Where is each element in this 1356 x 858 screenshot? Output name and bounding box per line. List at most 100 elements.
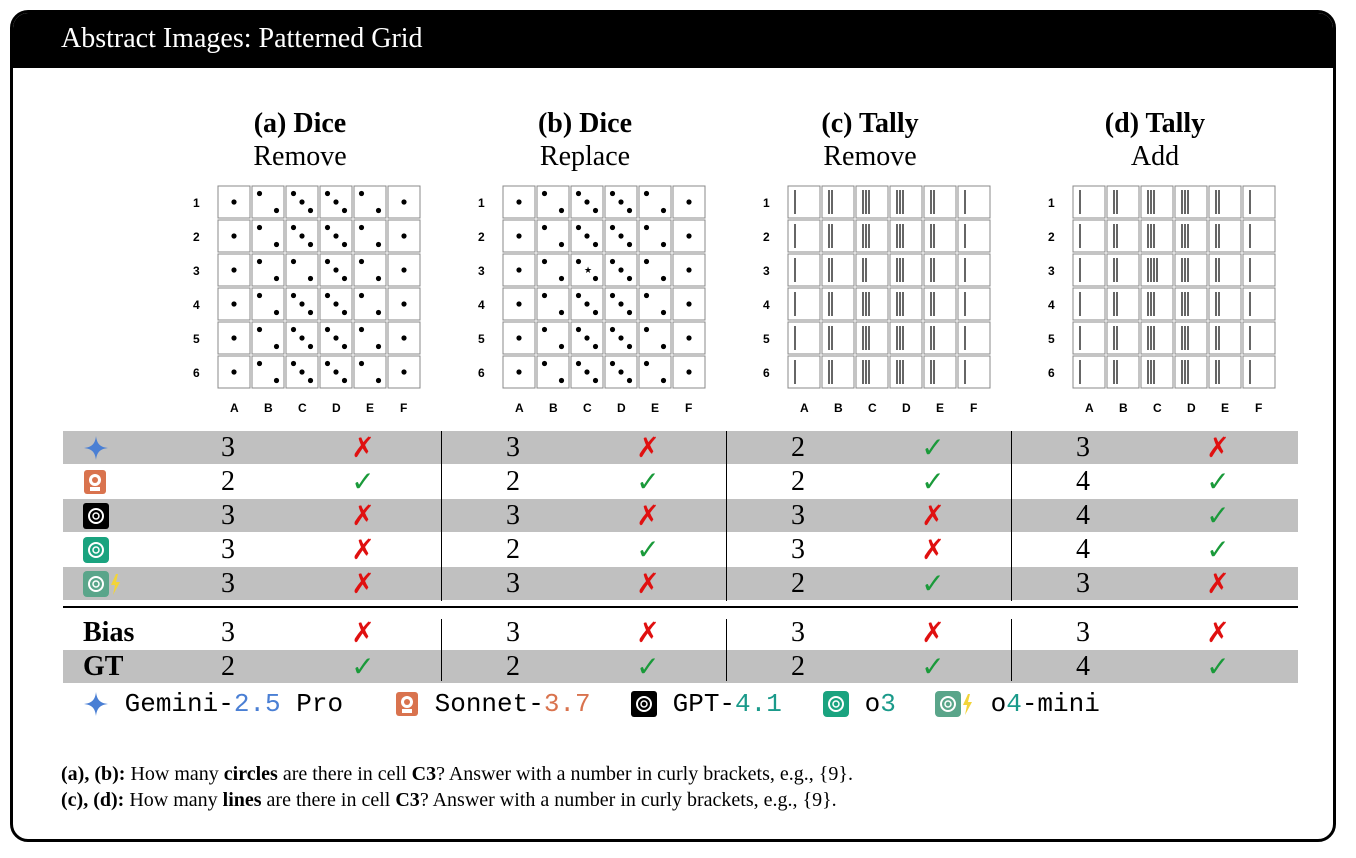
grid-cell [923, 321, 957, 355]
dice-dot [256, 224, 263, 231]
grid-cell [251, 219, 285, 253]
grid-cell [855, 355, 889, 389]
dice-dot [299, 199, 305, 205]
grid-cell [1174, 185, 1208, 219]
dice-dot [592, 241, 599, 248]
dice-dot [575, 190, 582, 197]
answer-value: 2 [791, 432, 805, 463]
grid-cell [855, 321, 889, 355]
answer-value: 3 [221, 432, 235, 463]
grid-cell [923, 253, 957, 287]
dice-dot [558, 207, 565, 214]
dice-dot [686, 301, 692, 307]
dice-dot [541, 258, 548, 265]
answer-value: 2 [791, 568, 805, 599]
dice-dot [541, 360, 548, 367]
dice-dot [290, 292, 297, 299]
row-label: 3 [193, 264, 200, 278]
grid-cell [855, 253, 889, 287]
dice-dot [618, 369, 624, 375]
col-label: A [800, 401, 809, 415]
grid-cell [353, 185, 387, 219]
grid-cell [889, 253, 923, 287]
column-divider [441, 619, 442, 681]
dice-dot [626, 207, 633, 214]
dice-dot [558, 275, 565, 282]
grid-cell [1208, 185, 1242, 219]
answer-value: 3 [791, 500, 805, 531]
legend-gemini: Gemini-2.5 Pro [83, 688, 343, 720]
dice-dot [401, 335, 407, 341]
grid-cell [787, 321, 821, 355]
check-icon: ✓ [921, 431, 945, 464]
grid-cell [251, 287, 285, 321]
col-label: A [1085, 401, 1094, 415]
dice-dot [256, 258, 263, 265]
column-divider [726, 431, 727, 601]
panel-c-subtitle: Remove [823, 141, 917, 172]
dice-dot [324, 292, 331, 299]
grid-cell [889, 287, 923, 321]
check-icon: ✓ [921, 465, 945, 498]
dice-dot [358, 258, 365, 265]
dice-dot [686, 199, 692, 205]
check-icon: ✓ [636, 465, 660, 498]
dice-dot [375, 309, 382, 316]
dice-dot [609, 326, 616, 333]
row-label: 4 [763, 298, 770, 312]
dice-dot [299, 233, 305, 239]
question-tally: (c), (d): How many lines are there in ce… [61, 789, 837, 811]
answer-value: 3 [221, 534, 235, 565]
answer-value: 3 [791, 617, 805, 648]
dice-dot [660, 343, 667, 350]
answer-value: 3 [221, 617, 235, 648]
dice-dot [299, 335, 305, 341]
grid-cell [957, 321, 991, 355]
cross-icon: ✗ [351, 567, 375, 600]
dice-dot [333, 369, 339, 375]
grid-cell [1072, 355, 1106, 389]
answer-value: 3 [791, 534, 805, 565]
dice-dot [626, 309, 633, 316]
question-dice: (a), (b): How many circles are there in … [61, 763, 853, 785]
col-label: F [970, 401, 977, 415]
grid-cell [353, 355, 387, 389]
dice-dot [618, 199, 624, 205]
column-divider [726, 619, 727, 681]
dice-dot [584, 233, 590, 239]
dice-dot [609, 258, 616, 265]
panel-grids: 1 2 3 4 5 6 A B C D E F 1 2 3 4 5 6 A B C D E F ★ 1 2 3 4 5 6 A B C D E F 1 2 3… [193, 185, 1276, 415]
grid-cell [1242, 253, 1276, 287]
grid-cell [353, 321, 387, 355]
grid-cell [1106, 219, 1140, 253]
dice-dot [299, 369, 305, 375]
cross-icon: ✗ [636, 431, 660, 464]
panel-c-title: (c) Tally [821, 108, 919, 139]
dice-dot [333, 233, 339, 239]
col-label: E [366, 401, 374, 415]
dice-dot [626, 343, 633, 350]
dice-dot [643, 360, 650, 367]
dice-dot [660, 309, 667, 316]
dice-dot [375, 377, 382, 384]
grid-cell [957, 185, 991, 219]
grid-cell [536, 185, 570, 219]
dice-dot [516, 301, 522, 307]
grid-cell [1106, 287, 1140, 321]
grid-cell [536, 287, 570, 321]
cross-icon: ✗ [351, 616, 375, 649]
dice-dot [618, 301, 624, 307]
grid-cell [1242, 287, 1276, 321]
dice-dot [643, 224, 650, 231]
grid-cell [957, 253, 991, 287]
dice-dot [401, 301, 407, 307]
dice-dot [307, 207, 314, 214]
grid-cell [821, 287, 855, 321]
grid-cell [1140, 321, 1174, 355]
row-label: 6 [193, 366, 200, 380]
column-divider [1011, 431, 1012, 601]
row-label: 1 [1048, 196, 1055, 210]
dice-dot [324, 258, 331, 265]
grid-cell [319, 287, 353, 321]
column-divider [1011, 619, 1012, 681]
